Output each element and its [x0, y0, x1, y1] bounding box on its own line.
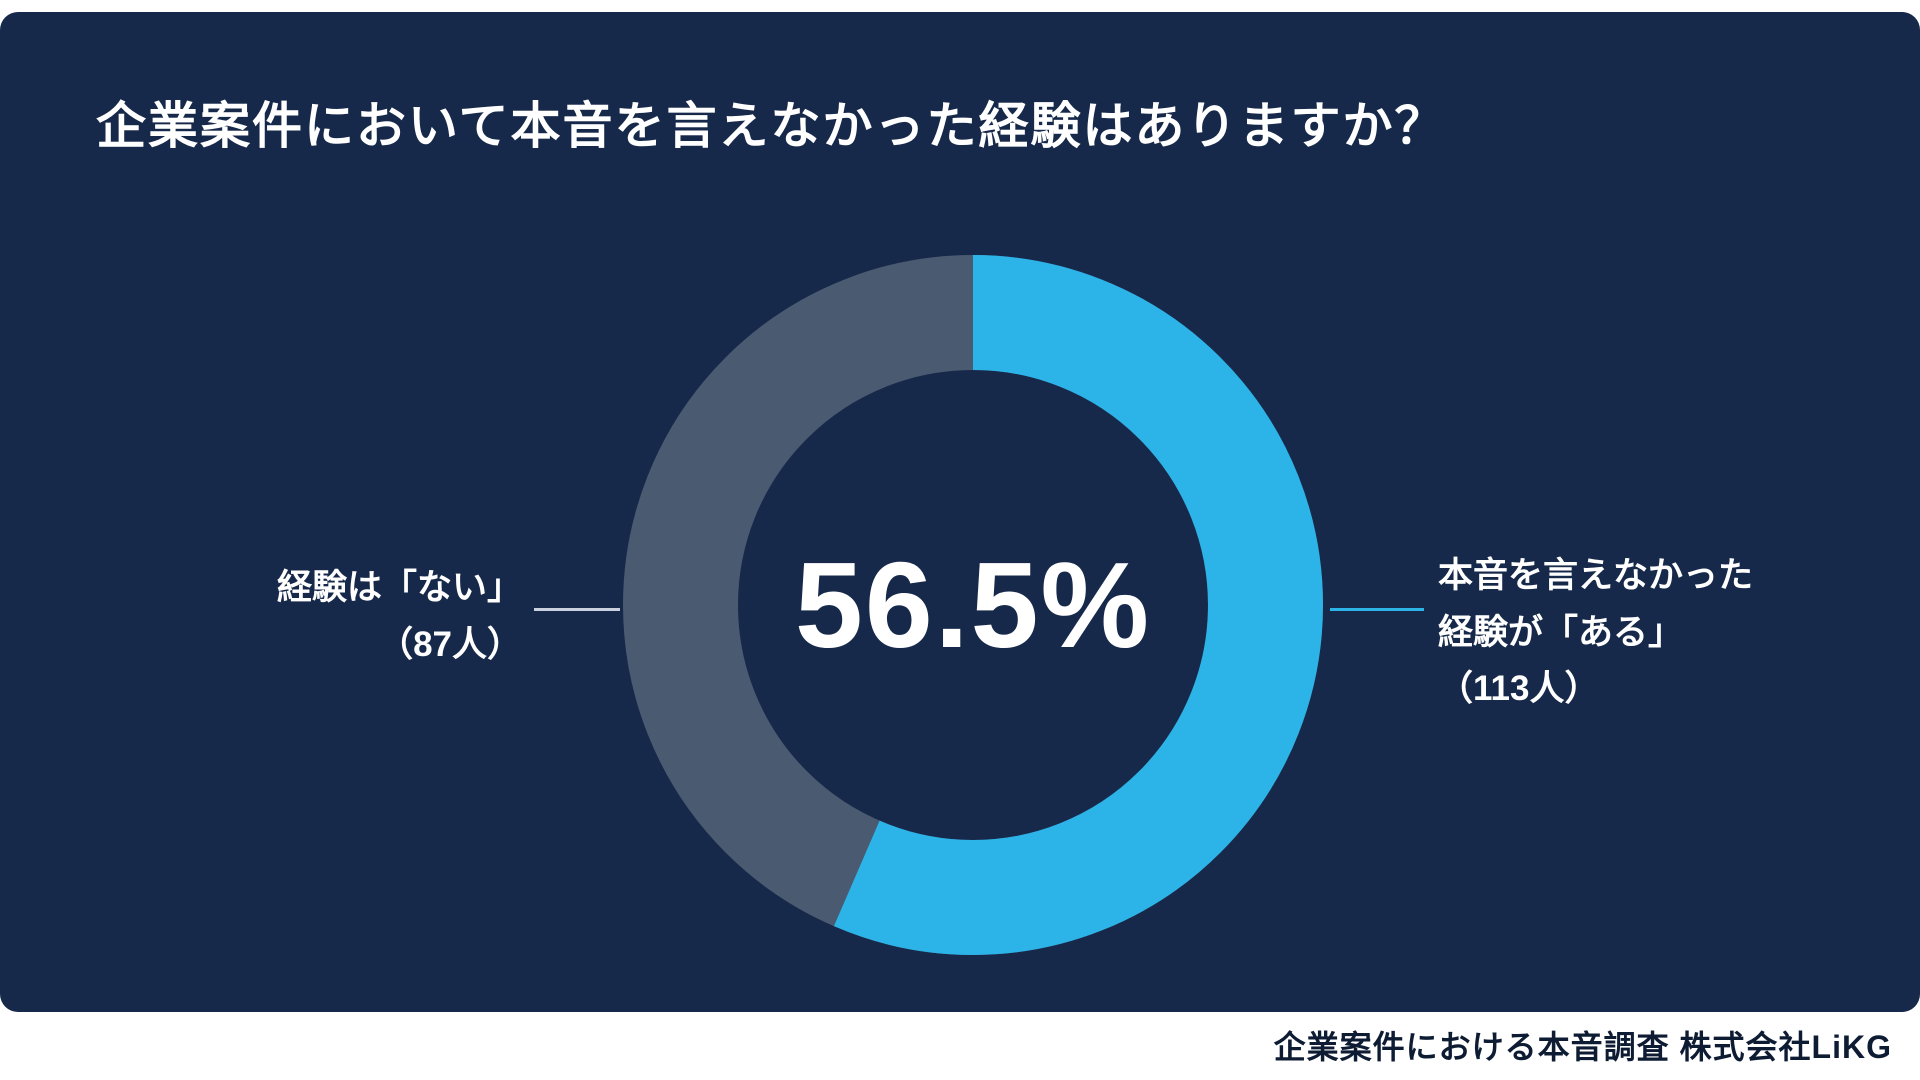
source-attribution: 企業案件における本音調査 株式会社LiKG — [1273, 1029, 1892, 1065]
label-yes-segment: 本音を言えなかった 経験が「ある」 （113人） — [1438, 548, 1753, 718]
label-yes-text-line2: 経験が「ある」 — [1438, 612, 1684, 652]
connector-line-left — [534, 608, 620, 611]
connector-line-right — [1330, 608, 1424, 611]
label-no-count: （87人） — [378, 624, 522, 664]
donut-center-percentage: 56.5% — [795, 537, 1151, 673]
donut-svg — [623, 255, 1323, 955]
donut-segment-yes — [623, 255, 1323, 955]
donut-chart: 56.5% — [623, 255, 1323, 955]
label-yes-text-line1: 本音を言えなかった — [1438, 556, 1754, 595]
chart-title: 企業案件において本音を言えなかった経験はありますか？ — [96, 98, 1447, 154]
label-yes-count: （113人） — [1438, 669, 1600, 709]
label-no-text: 経験は「ない」 — [276, 568, 522, 607]
label-no-segment: 経験は「ない」 （87人） — [277, 560, 522, 673]
